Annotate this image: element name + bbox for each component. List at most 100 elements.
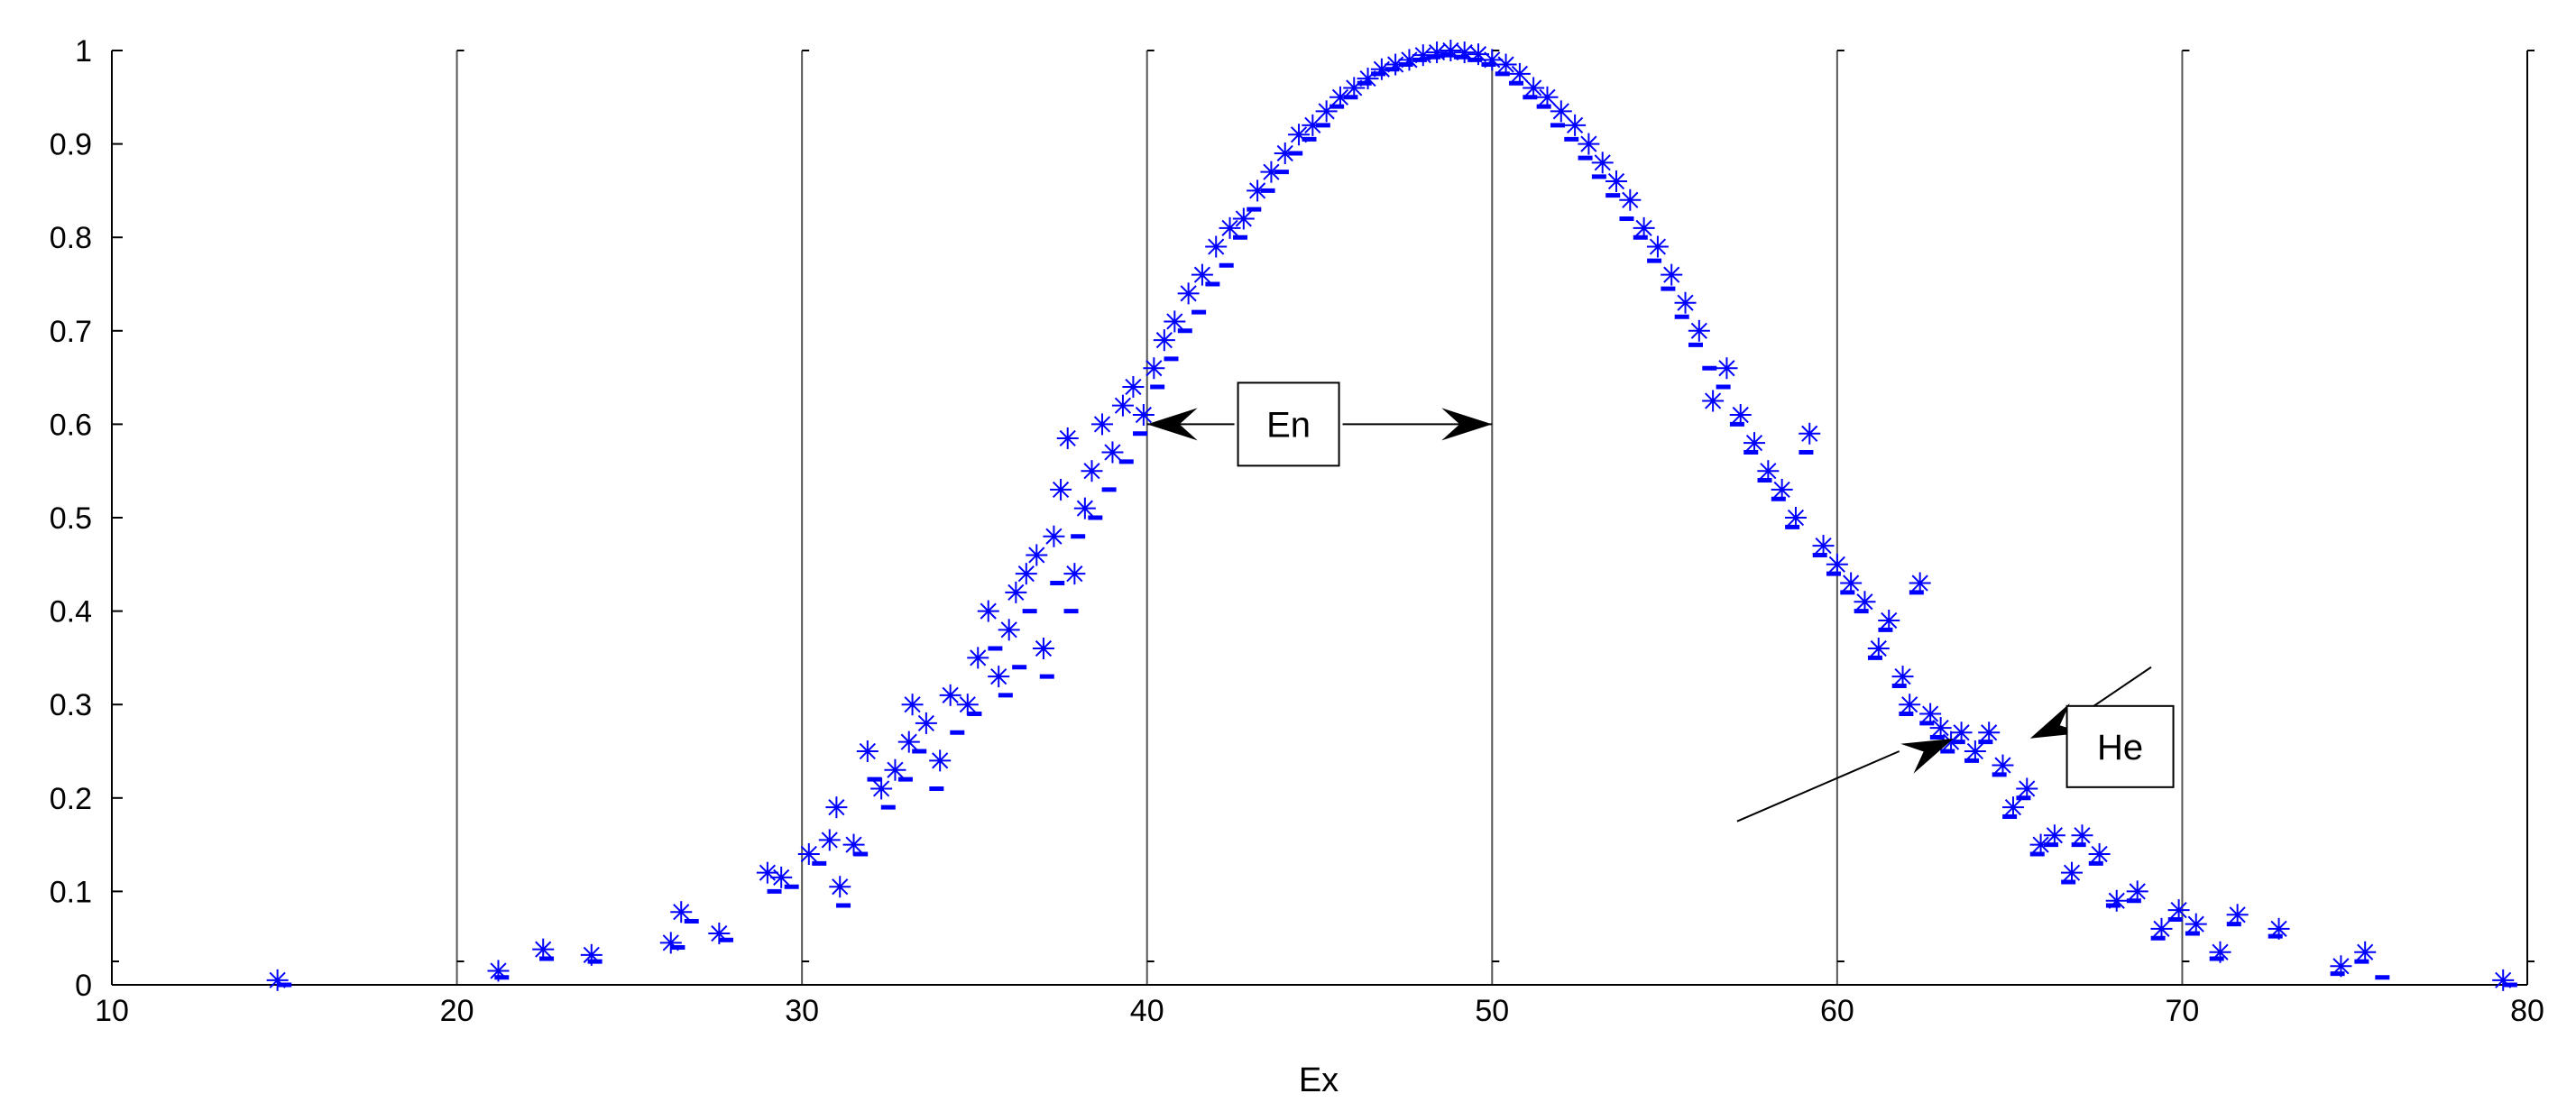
x-tick-label: 80	[2510, 994, 2544, 1028]
asterisk-point	[829, 876, 851, 898]
asterisk-point	[756, 861, 778, 884]
asterisk-point	[1164, 310, 1186, 333]
en-label-box	[1237, 381, 1340, 467]
asterisk-point	[1005, 581, 1027, 603]
asterisk-point	[1219, 216, 1241, 239]
asterisk-point	[1026, 544, 1048, 566]
annotations: En He	[1146, 381, 2175, 823]
asterisk-point	[939, 684, 961, 706]
y-tick-label: 0.3	[50, 688, 92, 722]
asterisk-point	[988, 666, 1010, 688]
y-tick-label: 1	[75, 34, 92, 69]
asterisk-point	[1508, 62, 1531, 85]
asterisk-point	[856, 740, 879, 762]
asterisk-point	[929, 749, 952, 772]
asterisk-point	[1950, 721, 1973, 744]
asterisk-point	[1929, 717, 1952, 740]
asterisk-point	[1716, 357, 1738, 380]
asterisk-point	[1646, 235, 1669, 258]
asterisk-point	[1688, 319, 1710, 342]
asterisk-point	[977, 600, 999, 622]
asterisk-point	[670, 901, 693, 924]
en-arrow-right-head	[1441, 408, 1493, 441]
x-tick-label: 60	[1820, 994, 1854, 1028]
asterisk-point	[1111, 394, 1134, 417]
asterisk-point	[901, 694, 924, 716]
x-tick-label: 20	[440, 994, 474, 1028]
asterisk-point	[1177, 282, 1200, 305]
asterisk-point	[870, 777, 893, 800]
asterisk-point	[1073, 497, 1096, 519]
asterisk-point	[998, 619, 1020, 641]
asterisk-point	[2105, 889, 2128, 912]
asterisk-point	[1143, 357, 1165, 380]
asterisk-point	[770, 866, 793, 888]
y-tick-label: 0.9	[50, 128, 92, 162]
asterisk-point	[1288, 124, 1311, 146]
asterisk-point	[897, 731, 920, 753]
data-points	[266, 40, 2517, 991]
asterisk-point	[1015, 563, 1037, 585]
asterisk-point	[915, 712, 937, 734]
y-tick-label: 0.6	[50, 408, 92, 442]
asterisk-point	[1564, 114, 1587, 136]
he-arrow-lower-head	[1900, 739, 1954, 774]
he-arrow-lower-line	[1736, 750, 1900, 823]
asterisk-point	[1247, 179, 1269, 202]
asterisk-point	[1771, 478, 1793, 501]
asterisk-point	[1056, 427, 1079, 449]
x-tick-labels: 10 20 30 40 50 60 70 80	[95, 994, 2544, 1028]
asterisk-point	[1799, 422, 1821, 445]
x-tick-label: 50	[1475, 994, 1509, 1028]
asterisk-point	[2492, 969, 2515, 991]
asterisk-point	[1153, 329, 1175, 352]
asterisk-point	[659, 932, 682, 954]
x-tick-label: 30	[785, 994, 819, 1028]
asterisk-point	[1081, 460, 1103, 482]
asterisk-point	[266, 969, 289, 991]
x-tick-label: 70	[2166, 994, 2200, 1028]
asterisk-point	[1812, 535, 1835, 557]
y-tick-labels: 0 0.1 0.2 0.3 0.4 0.5 0.6 0.7 0.8 0.9 1	[50, 34, 92, 1003]
asterisk-point	[1550, 100, 1572, 123]
asterisk-point	[1674, 291, 1697, 314]
asterisk-point	[1205, 235, 1228, 258]
asterisk-point	[2167, 899, 2190, 922]
x-grid	[455, 51, 2184, 985]
en-arrow-left-head	[1146, 408, 1198, 441]
asterisk-point	[1919, 703, 1942, 725]
asterisk-point	[1122, 375, 1145, 398]
asterisk-point	[1619, 188, 1642, 211]
asterisk-point	[797, 842, 820, 865]
x-axis-title: Ex	[1299, 1061, 1339, 1099]
asterisk-point	[825, 796, 848, 819]
asterisk-point	[1132, 404, 1155, 427]
asterisk-point	[1191, 263, 1213, 286]
he-label-box	[2065, 704, 2175, 788]
x-tick-label: 40	[1130, 994, 1164, 1028]
asterisk-point	[1090, 413, 1113, 436]
asterisk-point	[1702, 390, 1725, 412]
asterisk-point	[967, 647, 989, 669]
y-tick-label: 0.5	[50, 501, 92, 536]
asterisk-point	[1661, 263, 1683, 286]
y-tick-label: 0.7	[50, 315, 92, 349]
asterisk-point	[1101, 441, 1124, 464]
annotation-label: En	[1266, 405, 1311, 445]
asterisk-point	[1591, 152, 1614, 174]
x-tick-label: 10	[95, 994, 129, 1028]
y-tick-label: 0.8	[50, 221, 92, 255]
asterisk-point	[1043, 525, 1065, 547]
asterisk-point	[1605, 170, 1628, 193]
asterisk-point	[1481, 49, 1504, 71]
y-tick-label: 0.1	[50, 875, 92, 909]
asterisk-point	[1063, 563, 1086, 585]
asterisk-point	[1357, 68, 1379, 90]
y-tick-label: 0.2	[50, 782, 92, 816]
asterisk-point	[1032, 638, 1054, 660]
asterisk-point	[1578, 133, 1600, 155]
axes	[111, 50, 2535, 986]
asterisk-point	[1232, 207, 1255, 230]
asterisk-point	[1826, 553, 1848, 575]
